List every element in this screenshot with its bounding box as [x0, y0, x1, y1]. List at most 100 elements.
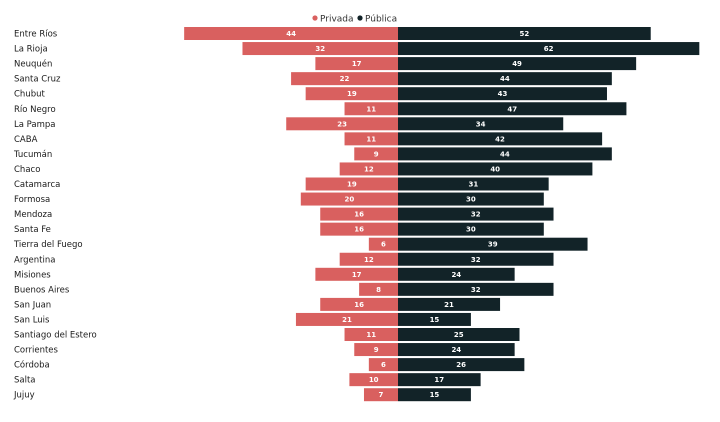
value-label-publica: 43: [498, 90, 508, 98]
legend: Privada Pública: [312, 15, 397, 25]
bar-privada: [344, 132, 398, 146]
bar-publica: [398, 162, 593, 176]
category-labels: Entre Ríos La Rioja Neuquén Santa Cruz Chubu…: [13, 30, 97, 401]
category-label: Buenos Aires: [14, 285, 70, 295]
value-label-publica: 44: [500, 150, 510, 158]
category-label: Chubut: [14, 90, 45, 100]
category-label: Tucumán: [13, 150, 52, 160]
category-label: Río Negro: [14, 105, 56, 115]
bar-publica: [398, 282, 554, 296]
category-label: Jujuy: [13, 391, 35, 401]
value-label-privada: 20: [345, 196, 355, 204]
bar-publica: [398, 147, 612, 161]
value-label-privada: 7: [379, 391, 384, 399]
value-label-publica: 42: [495, 135, 505, 143]
value-label-publica: 15: [430, 316, 440, 324]
bar-privada: [354, 147, 398, 161]
bar-publica: [398, 102, 627, 116]
bar-privada: [315, 267, 398, 281]
legend-marker: [357, 15, 363, 21]
value-label-privada: 21: [342, 316, 352, 324]
bar-privada: [286, 117, 398, 131]
bar-privada: [184, 27, 398, 40]
value-label-publica: 26: [456, 361, 466, 369]
bar-privada: [295, 312, 398, 326]
bar-publica: [398, 207, 554, 221]
value-label-privada: 6: [381, 361, 386, 369]
value-label-publica: 17: [434, 376, 444, 384]
bar-privada: [363, 388, 398, 402]
value-label-privada: 11: [366, 331, 376, 339]
category-label: Mendoza: [14, 210, 52, 220]
bar-privada: [320, 222, 398, 236]
bar-privada: [354, 343, 398, 357]
bar-publica: [398, 312, 471, 326]
bar-privada: [315, 57, 398, 71]
bar-publica: [398, 177, 549, 191]
category-label: Santiago del Estero: [14, 331, 97, 341]
bar-privada: [300, 192, 398, 206]
value-label-publica: 24: [451, 271, 461, 279]
value-label-privada: 44: [286, 30, 296, 38]
value-label-publica: 47: [507, 105, 517, 113]
value-label-privada: 32: [315, 45, 325, 53]
bar-privada: [291, 72, 398, 86]
value-label-publica: 34: [476, 120, 486, 128]
value-label-publica: 24: [451, 346, 461, 354]
value-label-privada: 22: [340, 75, 350, 83]
value-label-publica: 25: [454, 331, 464, 339]
bar-privada: [344, 102, 398, 116]
category-label: Salta: [14, 376, 36, 386]
bar-publica: [398, 222, 544, 236]
bar-privada: [305, 177, 398, 191]
value-label-privada: 12: [364, 165, 374, 173]
category-label: Neuquén: [14, 59, 52, 70]
bar-publica: [398, 72, 612, 86]
category-label: La Pampa: [14, 120, 55, 130]
bar-publica: [398, 117, 564, 131]
value-label-publica: 32: [471, 286, 481, 294]
bar-publica: [398, 252, 554, 266]
value-label-privada: 8: [376, 286, 381, 294]
value-label-publica: 39: [488, 241, 498, 249]
value-label-privada: 16: [354, 226, 364, 234]
bar-publica: [398, 87, 607, 101]
bar-publica: [398, 237, 588, 251]
bar-privada: [305, 87, 398, 101]
bar-privada: [339, 162, 398, 176]
bar-publica: [398, 267, 515, 281]
value-label-privada: 19: [347, 90, 357, 98]
bar-publica: [398, 192, 544, 206]
value-label-privada: 16: [354, 301, 364, 309]
bar-publica: [398, 343, 515, 357]
bar-publica: [398, 373, 481, 387]
value-label-privada: 16: [354, 211, 364, 219]
bar-privada: [349, 373, 398, 387]
value-label-privada: 10: [369, 376, 379, 384]
category-label: Entre Ríos: [14, 30, 58, 40]
bar-privada: [339, 252, 398, 266]
value-label-privada: 11: [366, 105, 376, 113]
value-label-privada: 17: [352, 60, 362, 68]
category-label: Formosa: [14, 195, 50, 205]
bar-publica: [398, 42, 700, 56]
value-label-publica: 32: [471, 211, 481, 219]
bar-privada: [359, 282, 398, 296]
value-label-publica: 44: [500, 75, 510, 83]
value-label-privada: 12: [364, 256, 374, 264]
bar-publica: [398, 27, 651, 40]
bar-publica: [398, 358, 525, 372]
value-label-privada: 9: [374, 346, 379, 354]
bar-publica: [398, 388, 471, 402]
value-label-privada: 6: [381, 241, 386, 249]
category-label: Catamarca: [14, 180, 60, 190]
legend-entry: Privada: [320, 15, 354, 25]
value-label-privada: 17: [352, 271, 362, 279]
value-label-privada: 23: [337, 120, 347, 128]
bar-privada: [368, 358, 398, 372]
bar-privada: [368, 237, 398, 251]
category-label: CABA: [14, 135, 38, 145]
value-label-publica: 49: [512, 60, 522, 68]
